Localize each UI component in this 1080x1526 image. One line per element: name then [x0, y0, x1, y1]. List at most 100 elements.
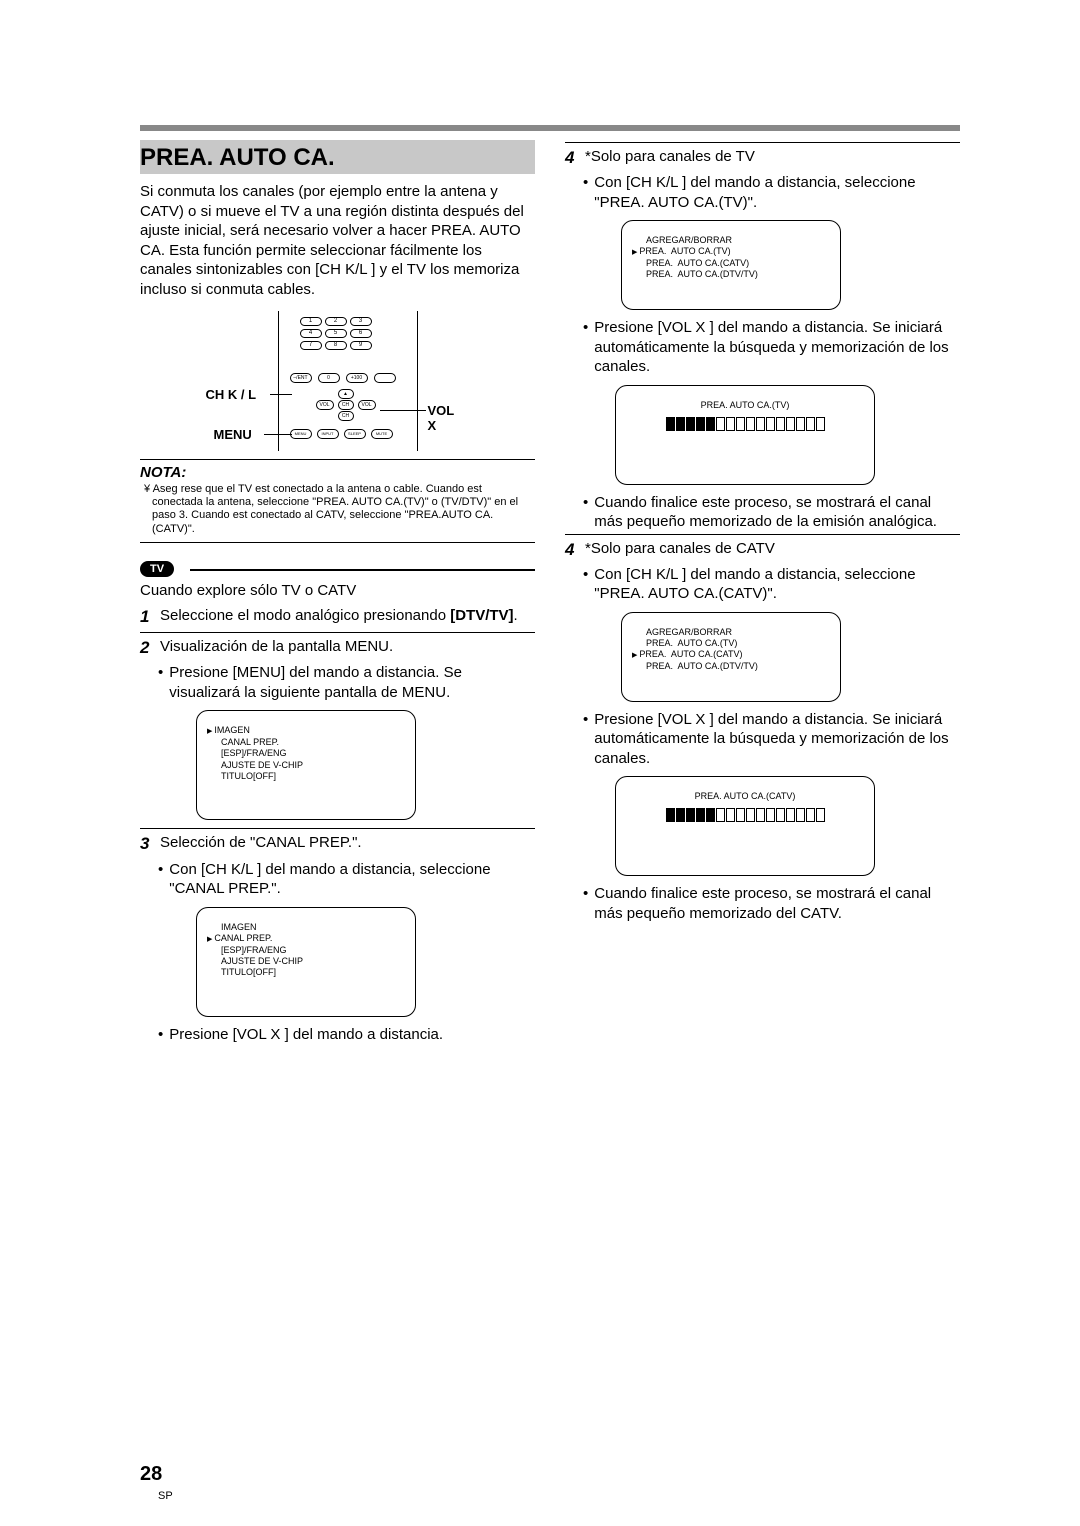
step-4-tv-bullet-1: Con [CH K/L ] del mando a distancia, sel… — [565, 173, 960, 212]
remote-label-vol: VOL X — [428, 403, 455, 433]
progress-seg — [676, 417, 685, 431]
nav-down: CH — [338, 411, 354, 421]
text: Seleccione el modo analógico presionando — [160, 607, 450, 624]
nav-mid: CH — [338, 400, 354, 410]
text: Presione [VOL X ] del mando a distancia. — [169, 1025, 535, 1045]
step-2: 2 Visualización de la pantalla MENU. — [140, 637, 535, 659]
text: . — [514, 607, 518, 624]
progress-seg — [796, 417, 805, 431]
nota-text: ¥ Aseg rese que el TV est conectado a la… — [140, 483, 535, 536]
menu-line: PREA. AUTO CA.(TV) — [632, 638, 830, 649]
menu-line: [ESP]/FRA/ENG — [207, 945, 405, 956]
menu-line: TITULO[OFF] — [207, 967, 405, 978]
key: 4 — [300, 329, 322, 338]
progress-seg — [806, 417, 815, 431]
key: MUTE — [371, 429, 393, 439]
remote-label-menu: MENU — [214, 427, 252, 442]
progress-seg — [686, 808, 695, 822]
nav-right: VOL — [358, 400, 376, 410]
progress-seg — [746, 808, 755, 822]
progress-seg — [706, 808, 715, 822]
explore-text: Cuando explore sólo TV o CATV — [140, 581, 535, 601]
left-column: PREA. AUTO CA. Si conmuta los canales (p… — [140, 140, 535, 1046]
step-body: Visualización de la pantalla MENU. — [160, 637, 535, 659]
menu-line: PREA. AUTO CA.(CATV) — [632, 649, 830, 661]
step-1: 1 Seleccione el modo analógico presionan… — [140, 606, 535, 628]
remote-keypad: 123456789 — [300, 317, 372, 350]
channel-menu-tv: AGREGAR/BORRARPREA. AUTO CA.(TV)PREA. AU… — [621, 220, 841, 310]
progress-seg — [766, 417, 775, 431]
section-title: PREA. AUTO CA. — [140, 140, 535, 174]
menu-line: PREA. AUTO CA.(DTV/TV) — [632, 269, 830, 280]
progress-title: PREA. AUTO CA.(CATV) — [626, 791, 864, 802]
progress-seg — [776, 417, 785, 431]
menu-line: PREA. AUTO CA.(CATV) — [632, 258, 830, 269]
progress-seg — [776, 808, 785, 822]
step-body: Seleccione el modo analógico presionando… — [160, 606, 535, 628]
key: SLEEP — [344, 429, 366, 439]
key: INPUT — [317, 429, 339, 439]
step-4-catv-bullet-3: Cuando finalice este proceso, se mostrar… — [565, 884, 960, 923]
progress-seg — [736, 808, 745, 822]
step-4-catv: 4 *Solo para canales de CATV — [565, 539, 960, 561]
menu-line: AJUSTE DE V-CHIP — [207, 956, 405, 967]
key — [374, 373, 396, 383]
text: Cuando finalice este proceso, se mostrar… — [594, 493, 960, 532]
right-column: 4 *Solo para canales de TV Con [CH K/L ]… — [565, 140, 960, 1046]
progress-seg — [756, 808, 765, 822]
key: –/ENT — [290, 373, 312, 383]
lead-line — [380, 410, 426, 411]
step-4-tv: 4 *Solo para canales de TV — [565, 147, 960, 169]
progress-bar — [626, 417, 864, 431]
progress-seg — [696, 808, 705, 822]
step-num: 4 — [565, 539, 579, 561]
progress-seg — [726, 417, 735, 431]
text: Con [CH K/L ] del mando a distancia, sel… — [594, 173, 960, 212]
step-3: 3 Selección de "CANAL PREP.". — [140, 833, 535, 855]
step-3-bullet-2: Presione [VOL X ] del mando a distancia. — [140, 1025, 535, 1045]
menu-line: IMAGEN — [207, 922, 405, 933]
channel-menu-catv: AGREGAR/BORRARPREA. AUTO CA.(TV)PREA. AU… — [621, 612, 841, 702]
step-3-bullet-1: Con [CH K/L ] del mando a distancia, sel… — [140, 860, 535, 899]
menu-screen-2: IMAGENCANAL PREP.[ESP]/FRA/ENGAJUSTE DE … — [196, 907, 416, 1017]
key: 7 — [300, 341, 322, 350]
menu-screen-1: IMAGENCANAL PREP.[ESP]/FRA/ENGAJUSTE DE … — [196, 710, 416, 820]
progress-seg — [786, 417, 795, 431]
progress-bar — [626, 808, 864, 822]
menu-line: PREA. AUTO CA.(DTV/TV) — [632, 661, 830, 672]
lead-line — [264, 434, 292, 435]
text: Presione [VOL X ] del mando a distancia.… — [594, 318, 960, 377]
menu-line: CANAL PREP. — [207, 933, 405, 945]
progress-seg — [666, 808, 675, 822]
progress-seg — [766, 808, 775, 822]
divider — [190, 569, 535, 571]
nota-title: NOTA: — [140, 464, 535, 481]
key: 6 — [350, 329, 372, 338]
step-body: *Solo para canales de TV — [585, 147, 960, 169]
text: Presione [VOL X ] del mando a distancia.… — [594, 710, 960, 769]
divider — [565, 142, 960, 143]
divider — [140, 542, 535, 543]
step-num: 4 — [565, 147, 579, 169]
menu-line: AGREGAR/BORRAR — [632, 627, 830, 638]
step-num: 1 — [140, 606, 154, 628]
key: 0 — [318, 373, 340, 383]
nav-up: ▲ — [338, 389, 354, 399]
header-bar — [140, 125, 960, 131]
nav-left: VOL — [316, 400, 334, 410]
text: Con [CH K/L ] del mando a distancia, sel… — [169, 860, 535, 899]
progress-seg — [676, 808, 685, 822]
progress-seg — [806, 808, 815, 822]
progress-seg — [706, 417, 715, 431]
divider — [565, 534, 960, 535]
step-num: 2 — [140, 637, 154, 659]
progress-seg — [736, 417, 745, 431]
progress-seg — [816, 808, 825, 822]
progress-seg — [666, 417, 675, 431]
menu-line: TITULO[OFF] — [207, 771, 405, 782]
progress-seg — [716, 417, 725, 431]
step-4-tv-bullet-3: Cuando finalice este proceso, se mostrar… — [565, 493, 960, 532]
progress-seg — [756, 417, 765, 431]
key: 8 — [325, 341, 347, 350]
progress-tv: PREA. AUTO CA.(TV) — [615, 385, 875, 485]
